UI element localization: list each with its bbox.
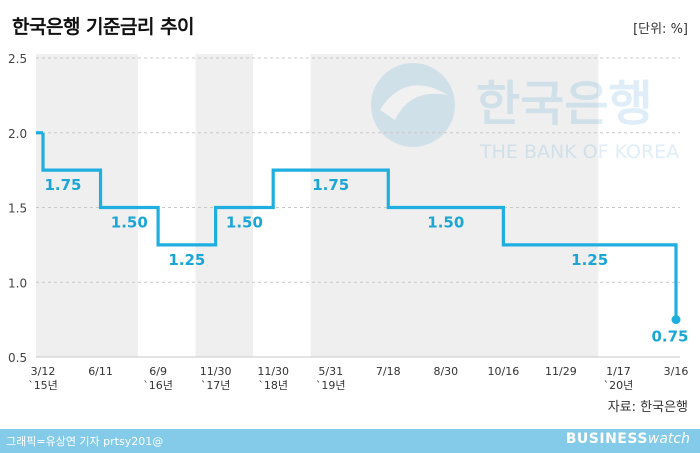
rate-end-point: [671, 315, 681, 325]
x-tick-label: 6/11: [88, 365, 113, 378]
watermark-name: 한국은행: [476, 76, 653, 132]
footer-bar: 그래픽=유상연 기자 prtsy201@ BUSINESSwatch: [0, 429, 700, 453]
y-tick-label: 0.5: [8, 351, 27, 365]
year-band: [310, 54, 599, 357]
x-tick-label: 10/16: [488, 365, 520, 378]
bank-logo-icon: [371, 63, 455, 147]
x-tick-year: `18년: [258, 379, 288, 392]
graphic-credit: 그래픽=유상연 기자 prtsy201@: [6, 435, 164, 448]
data-labels: 1.75 1.50 1.25 1.50 1.75 1.50 1.25 0.75: [44, 176, 688, 346]
watermark-subtitle: THE BANK OF KOREA: [479, 141, 679, 163]
x-tick-label: 3/16: [664, 365, 689, 378]
brand-sub: watch: [647, 431, 690, 447]
x-tick-year: `17년: [201, 379, 231, 392]
series-rate: [36, 131, 681, 325]
year-band: [195, 54, 254, 357]
year-band: [36, 54, 138, 357]
data-label: 1.25: [168, 251, 205, 269]
page-title: 한국은행 기준금리 추이: [12, 16, 195, 38]
x-tick-label: 11/30: [257, 365, 289, 378]
source-note: 자료: 한국은행: [607, 400, 688, 415]
bank-watermark: 한국은행 THE BANK OF KOREA: [371, 63, 679, 163]
x-tick-year: `15년: [28, 379, 58, 392]
x-tick-label: 11/30: [200, 365, 232, 378]
x-tick-label: 11/29: [545, 365, 577, 378]
x-tick-year: `19년: [316, 379, 346, 392]
data-label: 1.75: [312, 176, 349, 194]
x-tick-label: 3/12: [31, 365, 56, 378]
y-tick-label: 1.0: [8, 276, 27, 290]
data-label: 1.50: [226, 214, 263, 232]
y-tick-label: 2.0: [8, 127, 27, 141]
x-tick-label: 8/30: [433, 365, 458, 378]
rate-step-line: [41, 132, 678, 320]
brand-main: BUSINESS: [565, 431, 648, 447]
data-label: 1.75: [44, 176, 81, 194]
period-bands: [36, 54, 599, 357]
data-label: 1.50: [427, 214, 464, 232]
brand-logo: BUSINESSwatch: [566, 431, 690, 447]
y-tick-label: 2.5: [8, 52, 27, 66]
bank-logo-swirl: [380, 85, 448, 120]
x-tick-label: 7/18: [376, 365, 401, 378]
y-axis: 0.5 1.0 1.5 2.0 2.5: [8, 52, 27, 365]
data-label: 1.25: [571, 251, 608, 269]
x-tick-label: 5/31: [318, 365, 343, 378]
unit-label: [단위: %]: [633, 22, 688, 37]
grid-lines: [36, 57, 680, 358]
x-tick-year: `16년: [143, 379, 173, 392]
x-tick-label: 6/9: [149, 365, 167, 378]
x-tick-year: `20년: [604, 379, 634, 392]
data-label: 0.75: [651, 328, 688, 346]
x-tick-label: 1/17: [606, 365, 631, 378]
y-tick-label: 1.5: [8, 202, 27, 216]
data-label: 1.50: [111, 214, 148, 232]
